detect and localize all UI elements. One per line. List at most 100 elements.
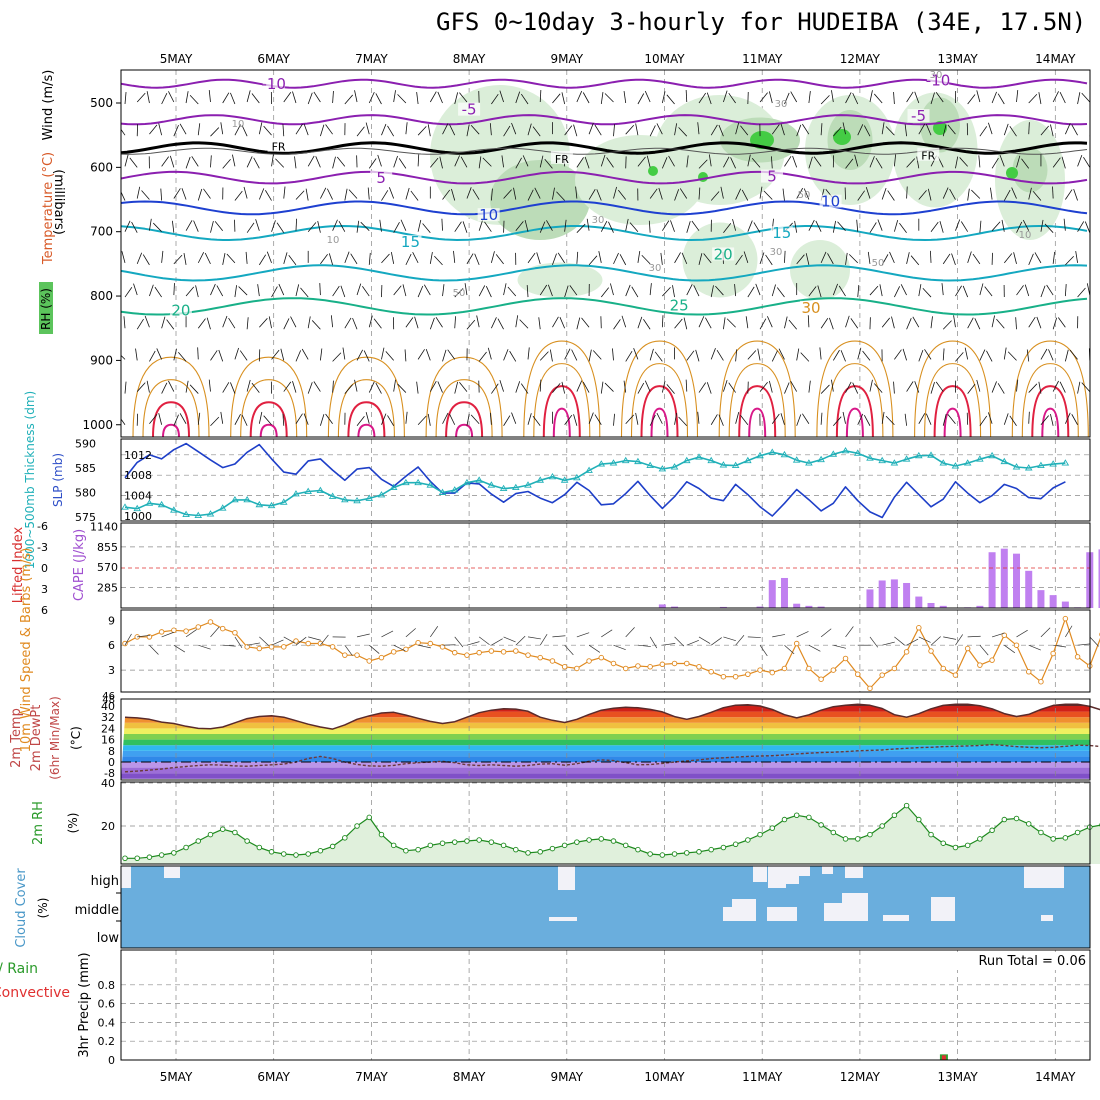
wind-barb <box>295 350 302 362</box>
rh-contour-label: 50 <box>872 258 885 269</box>
rh-point <box>928 831 934 838</box>
temperature-contour-label: -5 <box>911 107 926 125</box>
wind-barb <box>600 220 608 232</box>
wind-barb <box>466 124 470 137</box>
thickness-point <box>145 499 154 506</box>
wind-barb <box>771 413 780 424</box>
wind-barb <box>606 157 614 168</box>
wind-barb <box>332 285 340 297</box>
wind-barb <box>718 124 724 137</box>
warm-isotherm <box>1041 407 1060 437</box>
bottom-x-tick-label: 10MAY <box>644 1070 685 1084</box>
wind-speed-point <box>964 645 971 652</box>
wind-barb <box>365 122 370 135</box>
wind-barb <box>747 286 755 298</box>
wind-barb <box>619 254 627 266</box>
wind-barb <box>852 382 859 394</box>
wind-speed-point <box>867 685 873 692</box>
temperature-contour-label: FR <box>272 141 286 154</box>
wind-barb <box>1069 349 1078 360</box>
wind-barb <box>943 636 957 640</box>
wind-barb <box>618 189 627 200</box>
wind-barb <box>303 123 309 136</box>
rh-contour-label: 50 <box>453 288 466 299</box>
wind-barb <box>149 414 158 425</box>
wind-barb <box>832 283 838 296</box>
thickness-y-tick-label: 580 <box>75 487 96 500</box>
warm-isotherm <box>455 423 474 437</box>
wind-barb <box>283 92 292 103</box>
wind-barb <box>637 644 651 647</box>
precip-panel-background <box>121 950 1090 1060</box>
wind-barb <box>906 381 914 392</box>
wind-barb <box>429 91 437 103</box>
wind-barb <box>1052 186 1054 199</box>
wind-barb <box>698 187 701 200</box>
wind-barb <box>649 636 658 649</box>
wind-barb <box>1011 187 1017 199</box>
temperature-isotherm <box>121 141 1088 155</box>
wind-barb <box>678 416 688 427</box>
cloud-level-label: high <box>91 874 119 889</box>
wind-barb <box>344 251 350 264</box>
wind-barb <box>410 190 419 201</box>
wind-barb <box>561 92 566 105</box>
thickness-point <box>695 453 703 460</box>
rh-contour-label: 10 <box>232 119 245 130</box>
wind-barb <box>635 412 639 425</box>
temperature-contour-label: FR <box>921 150 935 163</box>
thickness-point <box>1061 459 1070 466</box>
wind-barb <box>423 284 431 296</box>
warm-isotherm <box>327 356 405 437</box>
wind-barb <box>986 350 993 362</box>
wind-barb <box>710 637 722 646</box>
wind-speed-point <box>317 640 324 647</box>
wind-barb <box>381 190 389 201</box>
wind-barb <box>759 92 768 103</box>
rh-high-area <box>648 166 658 176</box>
wind-barb <box>889 251 895 264</box>
high-cloud-bar <box>822 866 833 874</box>
temperature-y-tick-label: 40 <box>101 700 115 713</box>
wind-barb <box>613 186 617 199</box>
thickness-point <box>792 456 801 463</box>
wind-barb <box>136 382 146 392</box>
wind-barb <box>161 316 166 329</box>
wind-barb <box>464 283 468 296</box>
middle-cloud-bar <box>883 915 909 921</box>
warm-isotherm <box>142 379 200 437</box>
wind-speed-point <box>622 665 629 672</box>
rh-point <box>158 852 165 858</box>
wind-barb <box>405 253 412 266</box>
wind-barb <box>185 286 195 297</box>
wind-barb <box>747 154 751 167</box>
wind-barb <box>715 285 724 296</box>
temperature-band <box>121 739 1090 746</box>
wind-barb <box>404 349 407 362</box>
wind-barb <box>1009 126 1017 137</box>
wind-barb <box>879 284 883 297</box>
wind-barb <box>173 188 181 199</box>
upper-air-y-tick-label: 700 <box>90 225 113 239</box>
wind-barb <box>612 348 614 361</box>
wind-barb <box>1032 191 1042 201</box>
wind-barb <box>393 222 400 233</box>
wind-barb <box>747 350 757 360</box>
wind-barb <box>292 380 297 393</box>
wind-barb <box>796 414 802 426</box>
wind-barb <box>258 188 265 200</box>
cape-bar <box>866 589 874 608</box>
wind-barb <box>569 285 578 296</box>
wind-barb <box>552 383 561 393</box>
wind-barb <box>1077 643 1091 646</box>
wind-barb <box>869 222 877 233</box>
wind-barb <box>379 219 382 232</box>
wind-barb <box>307 155 315 167</box>
wind-barb <box>549 349 553 362</box>
warm-isotherm <box>230 356 308 437</box>
wind-barb <box>564 348 571 360</box>
wind-barb <box>1073 189 1078 201</box>
wind-barb <box>925 123 932 136</box>
temperature-contour-label: 25 <box>670 296 689 314</box>
wind-barb <box>808 286 817 297</box>
